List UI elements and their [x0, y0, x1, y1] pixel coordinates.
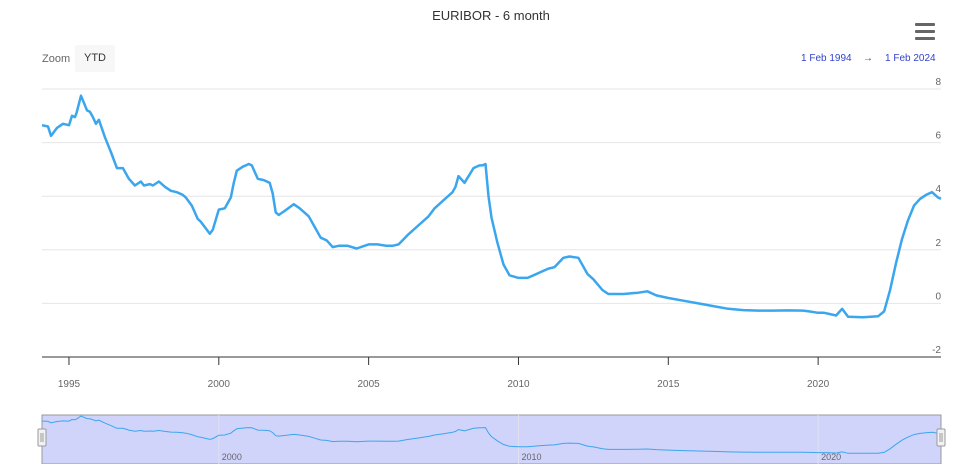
navigator-mask[interactable]	[41, 414, 942, 464]
y-tick-label: -2	[932, 345, 941, 356]
hamburger-menu-icon	[915, 37, 935, 40]
x-tick-label: 2000	[208, 379, 231, 390]
x-tick-label: 2020	[807, 379, 830, 390]
y-axis-labels: -2 0 2 4 6 8	[932, 77, 941, 356]
navigator-tick-label: 2010	[521, 452, 541, 462]
range-from-date[interactable]: 1 Feb 1994	[801, 53, 852, 64]
navigator-tick-label: 2000	[222, 452, 242, 462]
x-tick-label: 2010	[507, 379, 530, 390]
zoom-label: Zoom	[42, 53, 71, 65]
ytd-button[interactable]: YTD	[75, 45, 115, 72]
x-axis: 1995 2000 2005 2010 2015 2020	[58, 357, 830, 390]
navigator-tick-label: 2020	[821, 452, 841, 462]
y-tick-label: 2	[935, 238, 941, 249]
chart-title: EURIBOR - 6 month	[432, 8, 550, 23]
range-to-date[interactable]: 1 Feb 2024	[885, 53, 936, 64]
hamburger-menu-icon	[915, 23, 935, 26]
x-tick-label: 2005	[358, 379, 381, 390]
navigator[interactable]: 2000 2010 2020	[37, 414, 946, 464]
x-tick-label: 2015	[657, 379, 680, 390]
navigator-series-line	[41, 415, 942, 454]
y-tick-label: 6	[935, 131, 941, 142]
y-tick-label: 0	[935, 291, 941, 302]
y-tick-label: 4	[935, 184, 941, 195]
range-arrow: →	[863, 53, 873, 64]
y-tick-label: 8	[935, 77, 941, 88]
plot-grid	[42, 88, 941, 304]
navigator-right-handle[interactable]	[936, 428, 946, 447]
series-line-euribor-6m	[41, 94, 942, 319]
menu-button[interactable]	[909, 17, 941, 45]
navigator-left-handle[interactable]	[37, 428, 47, 447]
hamburger-menu-icon	[915, 30, 935, 33]
x-tick-label: 1995	[58, 379, 81, 390]
